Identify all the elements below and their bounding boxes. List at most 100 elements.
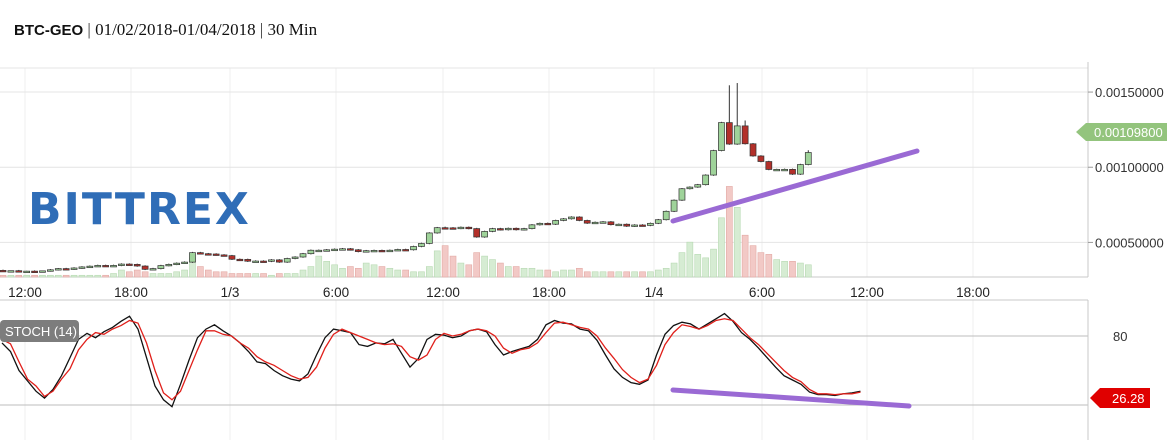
volume-bar	[504, 266, 512, 278]
volume-bar	[765, 254, 773, 278]
stoch-y-tick-label: 80	[1113, 329, 1127, 344]
volume-bar	[465, 264, 473, 278]
candle-body	[39, 270, 46, 273]
volume-bar	[7, 274, 15, 278]
volume-bar	[118, 269, 125, 278]
candle-body	[347, 248, 354, 251]
candle-body	[165, 264, 173, 267]
candle-body	[275, 259, 283, 263]
volume-bar	[47, 274, 54, 278]
stoch-indicator-tag[interactable]: STOCH (14)	[0, 320, 79, 342]
volume-bar	[126, 271, 133, 278]
volume-bar	[497, 262, 504, 278]
stoch-trendline	[670, 387, 912, 409]
volume-bar	[670, 262, 678, 278]
volume-bar	[568, 269, 575, 278]
volume-bar	[662, 267, 670, 278]
candle-body	[560, 218, 567, 221]
candle-body	[457, 226, 465, 230]
candle-body	[339, 248, 346, 251]
candle-body	[583, 220, 591, 224]
candle-body	[552, 220, 560, 225]
volume-bar	[449, 255, 457, 278]
volume-bar	[576, 267, 583, 278]
candle-body	[718, 122, 725, 151]
candle-body	[70, 267, 78, 270]
volume-bar	[0, 274, 7, 278]
candle-body	[749, 143, 757, 157]
candle-body	[378, 250, 386, 253]
price-tag-shape	[1076, 123, 1167, 141]
candle-body	[789, 168, 796, 175]
volume-bar	[402, 269, 409, 278]
candle-body	[331, 248, 338, 252]
candle-body	[197, 252, 204, 255]
volume-bar	[133, 269, 141, 278]
volume-bar	[773, 259, 781, 278]
candle-body	[299, 253, 307, 258]
candle-body	[118, 263, 125, 266]
candle-body	[141, 265, 149, 270]
candle-body	[323, 249, 331, 252]
volume-bar	[307, 266, 315, 278]
candle-body	[78, 266, 86, 269]
candle-body	[260, 260, 267, 263]
y-tick-label: 0.00150000	[1095, 85, 1164, 100]
volume-bar	[173, 271, 180, 278]
volume-bar	[220, 271, 228, 278]
volume-bar	[283, 273, 291, 278]
candle-body	[528, 224, 536, 229]
candle-body	[315, 249, 323, 253]
candle-body	[433, 227, 441, 234]
volume-bar	[560, 269, 567, 278]
candle-body	[15, 270, 23, 273]
volume-bar	[804, 264, 812, 278]
volume-bar	[623, 271, 631, 278]
candle-body	[686, 186, 694, 190]
volume-bar	[102, 274, 109, 278]
candle-body	[639, 224, 646, 227]
candle-body	[615, 223, 623, 227]
volume-bar	[244, 273, 252, 278]
candle-body	[362, 250, 370, 253]
candle-body	[102, 265, 109, 268]
candle-body	[631, 224, 638, 227]
volume-bar	[757, 252, 765, 278]
volume-bar	[78, 274, 86, 278]
x-tick-label: 12:00	[850, 285, 884, 300]
volume-bar	[733, 207, 741, 278]
candle-body	[725, 122, 733, 145]
candle-body	[283, 258, 291, 263]
volume-bar	[528, 267, 536, 278]
candle-body	[228, 255, 236, 260]
volume-bar	[354, 267, 362, 278]
volume-bar	[583, 271, 591, 278]
candle-body	[702, 174, 710, 186]
symbol-label: BTC-GEO	[14, 22, 84, 39]
volume-bar	[31, 274, 38, 278]
stoch-tag-text: STOCH (14)	[5, 324, 77, 339]
candle-body	[54, 268, 62, 271]
volume-bar	[749, 245, 757, 278]
candle-body	[654, 219, 662, 224]
candle-body	[662, 210, 670, 221]
candle-body	[370, 250, 378, 253]
candle-body	[781, 168, 788, 172]
y-axis-labels: 0.00150000 0.00100000 0.00050000 80	[1088, 85, 1164, 344]
candle-body	[670, 199, 678, 212]
volume-bar	[481, 255, 488, 278]
interval-label: 30 Min	[267, 20, 318, 39]
volume-bar	[599, 271, 607, 278]
candle-body	[86, 265, 94, 269]
candle-body	[489, 228, 496, 232]
candle-body	[7, 270, 15, 273]
volume-bar	[654, 269, 662, 278]
price-tag-text: 0.00109800	[1094, 125, 1163, 140]
x-tick-label: 18:00	[956, 285, 990, 300]
candle-body	[710, 150, 717, 176]
bittrex-watermark: BITTREX	[28, 184, 251, 235]
volume-bar	[441, 245, 449, 278]
volume-bar	[362, 262, 370, 278]
volume-bar	[678, 252, 686, 278]
